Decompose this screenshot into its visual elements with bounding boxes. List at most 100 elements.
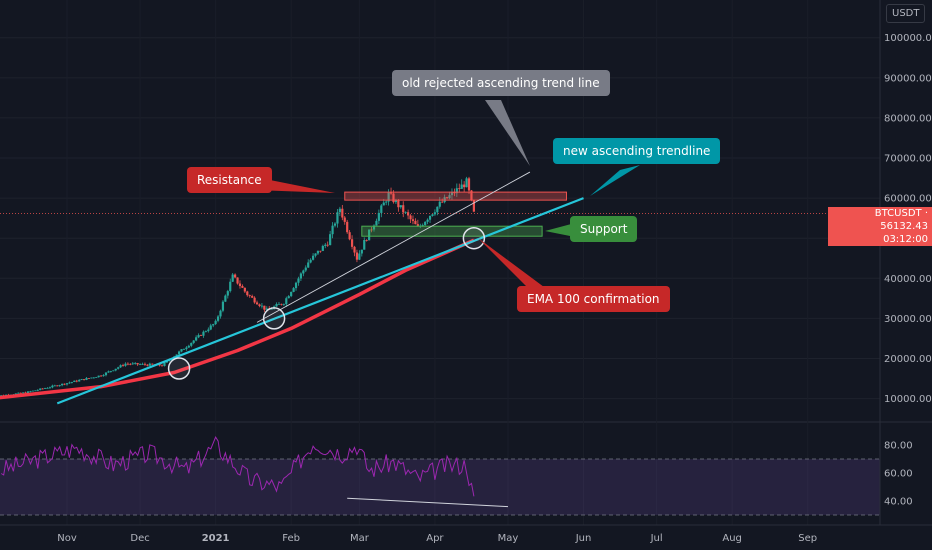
candle-body: [124, 363, 127, 366]
candle-body: [426, 219, 429, 222]
resistance-callout[interactable]: Resistance: [187, 167, 272, 193]
resistance-pointer: [255, 177, 335, 193]
candle-body: [126, 363, 130, 365]
candle-body: [333, 223, 337, 226]
candle-body: [265, 308, 268, 310]
candle-body: [121, 365, 125, 366]
candle-body: [175, 354, 178, 357]
candle-body: [226, 291, 229, 296]
candle-body: [394, 200, 398, 203]
candle-body: [307, 262, 310, 268]
candle-body: [209, 325, 212, 330]
candle-body: [243, 287, 246, 292]
candle-body: [202, 331, 205, 336]
candle-body: [14, 393, 17, 395]
candle-body: [107, 371, 110, 373]
candle-body: [253, 297, 256, 303]
candle-body: [414, 220, 417, 225]
candle-body: [80, 379, 83, 381]
candle-body: [129, 363, 132, 365]
candle-body: [58, 385, 61, 387]
candle-body: [26, 391, 30, 394]
candle-body: [299, 273, 303, 279]
candle-body: [87, 378, 91, 379]
candle-body: [314, 253, 317, 256]
x-tick-label: Sep: [798, 533, 817, 544]
candle-body: [39, 388, 42, 390]
new-trendline-callout[interactable]: new ascending trendline: [553, 138, 721, 164]
candle-body: [19, 392, 22, 394]
candle-body: [455, 188, 458, 194]
price-tag-text: BTCUSDT · 56132.43: [874, 208, 928, 232]
candle-body: [319, 250, 322, 252]
candle-body: [41, 388, 44, 390]
candle-body: [48, 387, 52, 389]
candle-body: [182, 349, 186, 350]
candle-body: [187, 345, 190, 348]
candle-body: [114, 368, 117, 371]
candle-body: [441, 201, 444, 203]
candle-body: [380, 205, 383, 213]
candle-body: [467, 178, 471, 191]
candle-body: [24, 392, 27, 394]
candle-body: [70, 382, 73, 383]
candle-body: [397, 200, 400, 208]
candle-body: [22, 392, 25, 394]
candle-body: [370, 229, 373, 231]
candle-body: [229, 281, 232, 292]
y-tick-label: 10000.00: [884, 394, 932, 405]
x-tick-label: Mar: [350, 533, 370, 544]
support-callout[interactable]: Support: [570, 216, 638, 242]
candle-body: [353, 246, 356, 253]
candle-body: [421, 225, 424, 226]
candle-body: [389, 192, 393, 194]
candle-body: [280, 303, 283, 305]
candle-body: [190, 342, 193, 346]
ema-callout[interactable]: EMA 100 confirmation: [517, 286, 670, 312]
old-trendline-callout[interactable]: old rejected ascending trend line: [392, 70, 610, 96]
candle-body: [275, 304, 278, 307]
candle-body: [212, 324, 215, 326]
candle-body: [248, 295, 251, 297]
currency-badge[interactable]: USDT: [886, 4, 926, 23]
candle-body: [65, 383, 69, 385]
candle-body: [402, 205, 405, 213]
candle-body: [433, 212, 437, 215]
candle-body: [43, 388, 47, 389]
candle-body: [216, 316, 220, 321]
candle-body: [365, 240, 368, 241]
candle-body: [326, 244, 329, 246]
candle-body: [445, 197, 449, 199]
candle-body: [263, 305, 266, 310]
candle-body: [158, 364, 161, 366]
x-tick-label: Feb: [282, 533, 300, 544]
candle-body: [138, 364, 142, 366]
x-tick-label: Jul: [650, 533, 663, 544]
countdown-text: 03:12:00: [883, 234, 928, 245]
candle-body: [151, 363, 154, 365]
lines: [0, 100, 640, 405]
x-tick-label: Apr: [426, 533, 444, 544]
candle-body: [336, 212, 339, 224]
candle-body: [375, 220, 378, 226]
candle-body: [431, 214, 434, 216]
new-ascending-trendline: [56, 197, 584, 405]
candle-body: [368, 229, 371, 241]
candle-body: [34, 390, 37, 392]
candle-body: [321, 245, 324, 251]
candle-body: [311, 255, 315, 260]
candle-body: [331, 225, 334, 235]
candle-body: [416, 224, 419, 227]
candle-body: [424, 221, 427, 226]
candle-body: [377, 212, 380, 221]
candle-body: [195, 337, 198, 341]
candle-body: [241, 286, 244, 288]
candle-body: [407, 212, 410, 216]
candle-body: [360, 249, 363, 254]
candle-body: [448, 195, 451, 199]
ema-100-line: [0, 238, 475, 400]
candle-body: [134, 363, 137, 364]
candle-body: [316, 250, 320, 254]
candle-body: [148, 363, 151, 366]
